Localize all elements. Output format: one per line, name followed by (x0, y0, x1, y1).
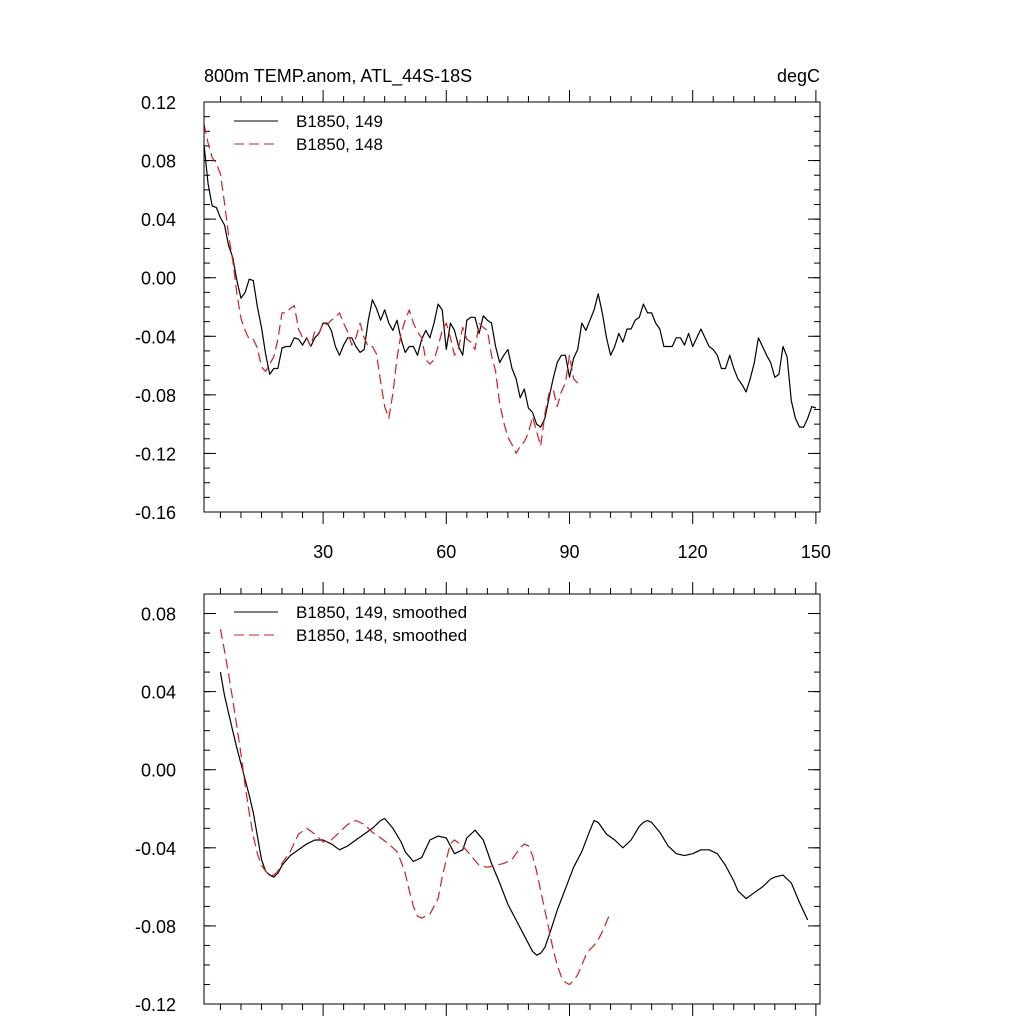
top-ytick-label: 0.12 (141, 93, 176, 113)
bottom-ytick-label: -0.04 (135, 839, 176, 859)
top-panel-legend: B1850, 149 B1850, 148 (234, 112, 383, 154)
top-xtick-label: 150 (801, 542, 831, 562)
legend-label-148-smoothed: B1850, 148, smoothed (296, 626, 467, 645)
legend-label-149: B1850, 149 (296, 112, 383, 131)
bottom-ytick-label: 0.08 (141, 605, 176, 625)
bottom-ytick-label: 0.04 (141, 683, 176, 703)
bottom-series-149 (219, 671, 809, 956)
top-panel-title: 800m TEMP.anom, ATL_44S-18S (204, 66, 472, 87)
legend-label-149-smoothed: B1850, 149, smoothed (296, 603, 467, 622)
top-panel-frame (203, 101, 821, 513)
top-panel-ticks: 0.12 0.08 0.04 0.00 -0.04 -0.08 -0.12 -0.16 30 60… (135, 90, 831, 562)
top-panel-units: degC (777, 66, 820, 86)
bottom-ytick-label: -0.08 (135, 917, 176, 937)
top-ytick-label: 0.04 (141, 210, 176, 230)
bottom-ytick-label: -0.12 (135, 995, 176, 1015)
top-xtick-label: 120 (678, 542, 708, 562)
top-xtick-label: 90 (559, 542, 579, 562)
bottom-panel-series (219, 628, 809, 986)
top-ytick-label: -0.12 (135, 444, 176, 464)
bottom-panel-frame (203, 593, 821, 1005)
legend-label-148: B1850, 148 (296, 135, 383, 154)
top-ytick-label: -0.04 (135, 327, 176, 347)
bottom-ytick-label: 0.00 (141, 761, 176, 781)
top-ytick-label: 0.00 (141, 269, 176, 289)
top-panel: 800m TEMP.anom, ATL_44S-18S degC 0.12 0.0… (135, 66, 831, 562)
top-xtick-label: 60 (436, 542, 456, 562)
bottom-panel: 0.08 0.04 0.00 -0.04 -0.08 -0.12 B1850, 149, … (135, 582, 821, 1016)
bottom-panel-ticks: 0.08 0.04 0.00 -0.04 -0.08 -0.12 (135, 582, 820, 1016)
top-series-148 (203, 123, 579, 454)
top-ytick-label: -0.16 (135, 503, 176, 523)
top-panel-series (203, 123, 817, 454)
top-series-149 (203, 144, 817, 428)
bottom-panel-legend: B1850, 149, smoothed B1850, 148, smoothe… (234, 603, 467, 645)
bottom-series-148 (219, 628, 612, 986)
top-ytick-label: -0.08 (135, 386, 176, 406)
top-ytick-label: 0.08 (141, 152, 176, 172)
top-xtick-label: 30 (313, 542, 333, 562)
